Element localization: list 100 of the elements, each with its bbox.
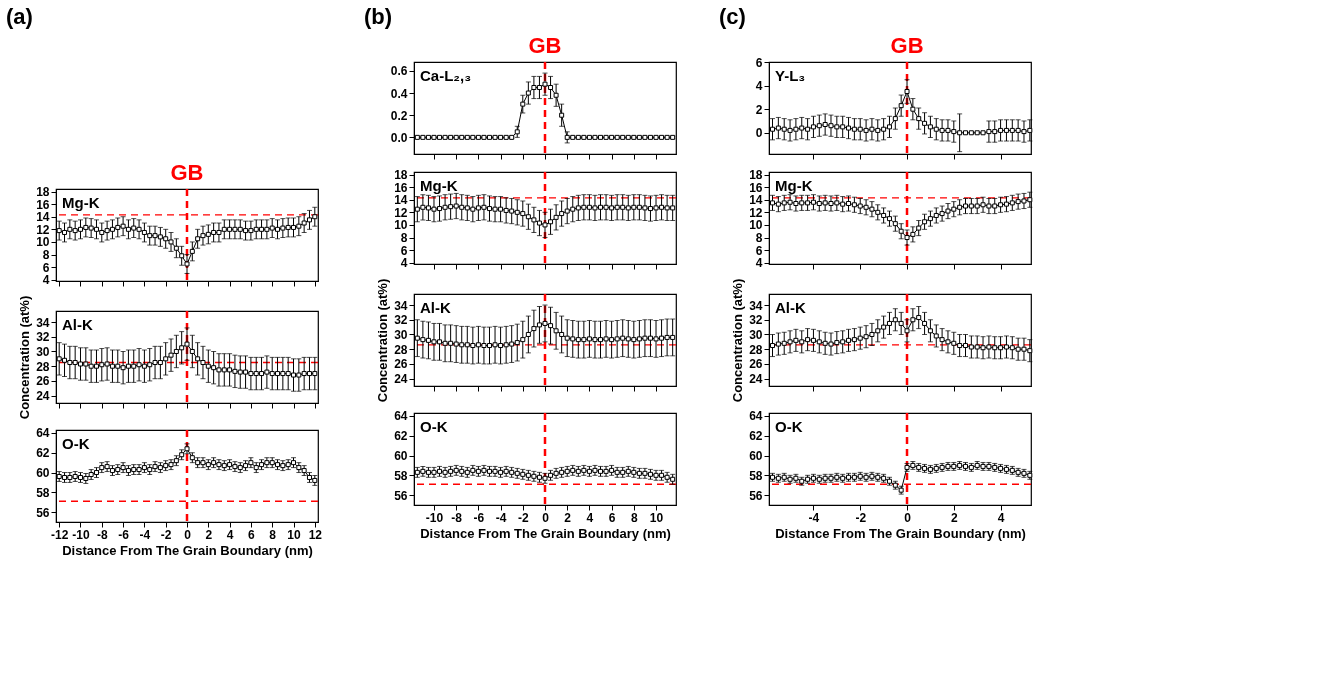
x-tick-label: 2 xyxy=(205,527,213,542)
chart-title: Al-K xyxy=(62,316,93,333)
x-tick-label: 12 xyxy=(308,527,323,542)
y-tick-label: 14 xyxy=(36,210,50,225)
x-tick-label: -8 xyxy=(451,510,463,525)
y-tick-label: 24 xyxy=(749,372,763,387)
y-tick-label: 10 xyxy=(36,235,50,250)
y-tick-label: 28 xyxy=(394,342,408,357)
x-tick-label: -8 xyxy=(96,527,108,542)
x-axis-title: Distance From The Grain Boundary (nm) xyxy=(775,525,1026,541)
y-axis-title: Concentration (at%) xyxy=(730,278,746,403)
x-tick-label: -4 xyxy=(495,510,507,525)
x-tick-label: 0 xyxy=(184,527,192,542)
x-tick-label: -4 xyxy=(139,527,151,542)
chart-title: Al-K xyxy=(775,299,806,316)
y-tick-label: 4 xyxy=(400,256,408,271)
y-tick-label: 18 xyxy=(394,168,408,183)
y-tick-label: 6 xyxy=(42,260,50,275)
y-tick-label: 4 xyxy=(755,79,763,94)
chart-title: Ca-L₂,₃ xyxy=(420,67,472,84)
text: (b) xyxy=(364,4,393,29)
x-tick-label: -2 xyxy=(160,527,172,542)
y-tick-label: 28 xyxy=(36,359,50,374)
y-tick-label: 12 xyxy=(394,205,408,220)
y-tick-label: 58 xyxy=(36,485,50,500)
x-axis-title: Distance From The Grain Boundary (nm) xyxy=(420,525,671,541)
x-tick-label: -10 xyxy=(72,527,90,542)
y-tick-label: 18 xyxy=(749,168,763,183)
y-tick-label: 4 xyxy=(755,256,763,271)
y-tick-label: 32 xyxy=(749,313,763,328)
y-tick-label: 0.0 xyxy=(390,130,408,145)
chart-title: Mg-K xyxy=(775,177,813,194)
y-tick-label: 60 xyxy=(394,449,408,464)
y-tick-label: 16 xyxy=(36,197,50,212)
y-tick-label: 64 xyxy=(36,426,50,441)
y-tick-label: 12 xyxy=(749,205,763,220)
x-tick-label: 10 xyxy=(287,527,301,542)
y-tick-label: 32 xyxy=(36,330,50,345)
y-tick-label: 62 xyxy=(36,446,50,461)
y-tick-label: 60 xyxy=(36,466,50,481)
y-tick-label: 26 xyxy=(394,357,408,372)
x-tick-label: 10 xyxy=(649,510,664,525)
text: GB xyxy=(170,160,204,185)
x-tick-label: 4 xyxy=(586,510,594,525)
chart-title: Al-K xyxy=(420,299,451,316)
y-tick-label: 24 xyxy=(36,389,50,404)
y-tick-label: 30 xyxy=(36,344,50,359)
y-tick-label: 26 xyxy=(36,374,50,389)
chart-title: O-K xyxy=(62,435,90,452)
y-tick-label: 18 xyxy=(36,185,50,200)
y-tick-label: 14 xyxy=(394,193,408,208)
y-tick-label: 34 xyxy=(749,298,763,313)
y-tick-label: 34 xyxy=(394,298,408,313)
text: GB xyxy=(528,33,562,58)
y-axis-title: Concentration (at%) xyxy=(375,278,391,403)
y-tick-label: 56 xyxy=(394,488,408,503)
y-tick-label: 6 xyxy=(755,243,763,258)
y-tick-label: 14 xyxy=(749,193,763,208)
y-tick-label: 32 xyxy=(394,313,408,328)
y-tick-label: 60 xyxy=(749,449,763,464)
y-axis-title: Concentration (at%) xyxy=(17,295,33,420)
y-tick-label: 64 xyxy=(749,409,763,424)
text: (a) xyxy=(6,4,33,29)
y-tick-label: 10 xyxy=(749,218,763,233)
x-tick-label: 2 xyxy=(950,510,958,525)
y-tick-label: 30 xyxy=(749,327,763,342)
y-tick-label: 56 xyxy=(36,505,50,520)
x-tick-label: 6 xyxy=(248,527,256,542)
x-tick-label: 0 xyxy=(904,510,912,525)
y-tick-label: 12 xyxy=(36,222,50,237)
x-tick-label: -10 xyxy=(425,510,444,525)
y-tick-label: 0.6 xyxy=(390,64,408,79)
y-tick-label: 16 xyxy=(394,180,408,195)
chart-title: Mg-K xyxy=(62,194,100,211)
x-tick-label: -6 xyxy=(118,527,130,542)
y-tick-label: 0.4 xyxy=(390,86,408,101)
y-tick-label: 24 xyxy=(394,372,408,387)
x-tick-label: 2 xyxy=(564,510,572,525)
y-tick-label: 26 xyxy=(749,357,763,372)
x-tick-label: 8 xyxy=(630,510,638,525)
y-tick-label: 34 xyxy=(36,315,50,330)
y-tick-label: 0 xyxy=(755,126,763,141)
x-tick-label: -6 xyxy=(473,510,485,525)
x-tick-label: 6 xyxy=(608,510,616,525)
x-tick-label: 4 xyxy=(997,510,1005,525)
x-tick-label: 8 xyxy=(269,527,277,542)
chart-title: O-K xyxy=(420,418,448,435)
y-tick-label: 62 xyxy=(749,429,763,444)
y-tick-label: 28 xyxy=(749,342,763,357)
y-tick-label: 64 xyxy=(394,409,408,424)
x-tick-label: -2 xyxy=(517,510,529,525)
x-tick-label: 0 xyxy=(542,510,550,525)
y-tick-label: 30 xyxy=(394,327,408,342)
x-axis-title: Distance From The Grain Boundary (nm) xyxy=(62,542,313,558)
text: GB xyxy=(890,33,924,58)
y-tick-label: 56 xyxy=(749,488,763,503)
y-tick-label: 8 xyxy=(755,231,763,246)
y-tick-label: 16 xyxy=(749,180,763,195)
chart-title: Mg-K xyxy=(420,177,458,194)
x-tick-label: -2 xyxy=(855,510,867,525)
